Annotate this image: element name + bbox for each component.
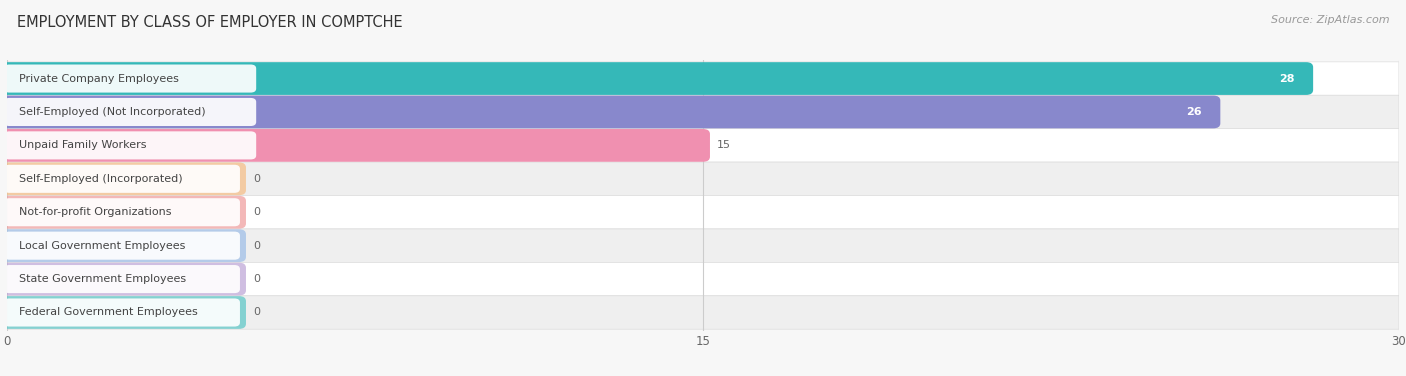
FancyBboxPatch shape xyxy=(4,131,256,159)
FancyBboxPatch shape xyxy=(7,162,1399,196)
FancyBboxPatch shape xyxy=(0,296,246,329)
Text: 0: 0 xyxy=(253,241,260,251)
FancyBboxPatch shape xyxy=(0,229,246,262)
FancyBboxPatch shape xyxy=(0,196,246,229)
Text: Self-Employed (Not Incorporated): Self-Employed (Not Incorporated) xyxy=(18,107,205,117)
Text: Private Company Employees: Private Company Employees xyxy=(18,74,179,83)
FancyBboxPatch shape xyxy=(0,263,246,296)
Text: State Government Employees: State Government Employees xyxy=(18,274,186,284)
FancyBboxPatch shape xyxy=(7,296,1399,329)
Text: Source: ZipAtlas.com: Source: ZipAtlas.com xyxy=(1271,15,1389,25)
FancyBboxPatch shape xyxy=(7,229,1399,262)
Text: 15: 15 xyxy=(717,140,731,150)
FancyBboxPatch shape xyxy=(4,65,256,92)
FancyBboxPatch shape xyxy=(4,299,240,326)
Text: Unpaid Family Workers: Unpaid Family Workers xyxy=(18,140,146,150)
FancyBboxPatch shape xyxy=(7,262,1399,296)
Text: 26: 26 xyxy=(1187,107,1202,117)
Text: Local Government Employees: Local Government Employees xyxy=(18,241,186,251)
FancyBboxPatch shape xyxy=(7,129,1399,162)
Text: 0: 0 xyxy=(253,174,260,184)
FancyBboxPatch shape xyxy=(4,165,240,193)
Text: 0: 0 xyxy=(253,308,260,317)
FancyBboxPatch shape xyxy=(7,95,1399,129)
FancyBboxPatch shape xyxy=(4,98,256,126)
Text: Federal Government Employees: Federal Government Employees xyxy=(18,308,197,317)
FancyBboxPatch shape xyxy=(4,198,240,226)
Text: 28: 28 xyxy=(1279,74,1295,83)
FancyBboxPatch shape xyxy=(0,62,1313,95)
FancyBboxPatch shape xyxy=(0,129,710,162)
Text: 0: 0 xyxy=(253,274,260,284)
FancyBboxPatch shape xyxy=(4,232,240,260)
Text: Self-Employed (Incorporated): Self-Employed (Incorporated) xyxy=(18,174,183,184)
FancyBboxPatch shape xyxy=(0,162,246,195)
FancyBboxPatch shape xyxy=(0,96,1220,128)
FancyBboxPatch shape xyxy=(4,265,240,293)
Text: 0: 0 xyxy=(253,207,260,217)
Text: EMPLOYMENT BY CLASS OF EMPLOYER IN COMPTCHE: EMPLOYMENT BY CLASS OF EMPLOYER IN COMPT… xyxy=(17,15,402,30)
Text: Not-for-profit Organizations: Not-for-profit Organizations xyxy=(18,207,172,217)
FancyBboxPatch shape xyxy=(7,196,1399,229)
FancyBboxPatch shape xyxy=(7,62,1399,95)
